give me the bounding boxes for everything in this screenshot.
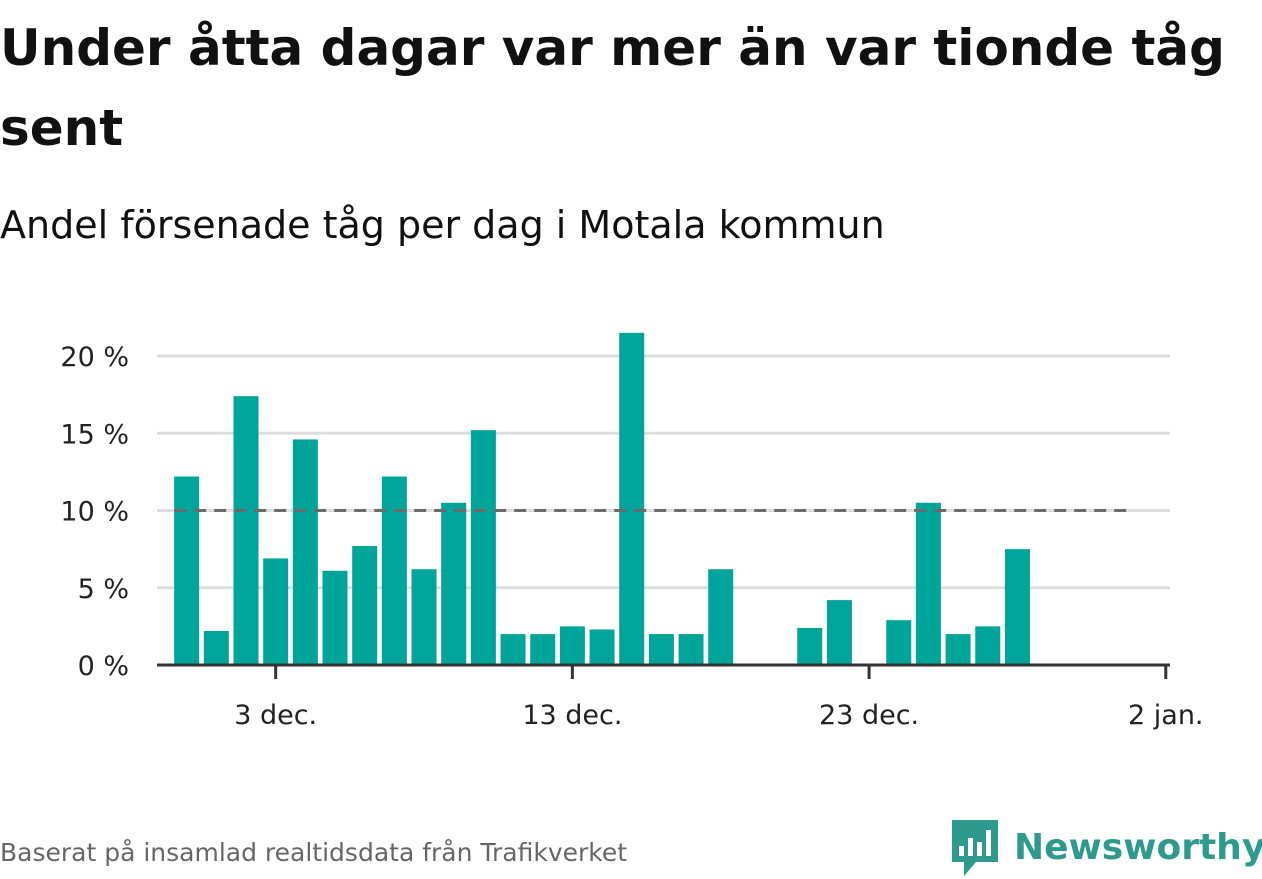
bar-2023-12-12 [530,634,556,665]
bar-2023-12-03 [263,558,289,665]
chart-title: Under åtta dagar var mer än var tionde t… [0,19,1225,157]
y-tick-label: 15 % [60,419,129,450]
newsworthy-logo-icon [952,820,998,876]
bar-2023-12-22 [826,600,852,665]
brand-name: Newsworthy [1014,827,1262,868]
bars [174,332,1030,665]
bar-2023-12-27 [975,626,1001,665]
chart-subtitle: Andel försenade tåg per dag i Motala kom… [0,203,885,247]
bar-2023-12-08 [411,569,437,665]
bar-2023-12-02 [233,396,259,665]
bar-2023-12-21 [797,627,823,665]
x-tick-label: 2 jan. [1128,700,1204,731]
bar-2023-12-17 [678,634,704,665]
bar-2023-12-01 [203,631,229,665]
x-tick-label: 13 dec. [522,700,622,731]
bar-2023-12-25 [915,502,941,665]
source-note: Baserat på insamlad realtidsdata från Tr… [0,838,628,867]
x-tick-label: 23 dec. [819,700,919,731]
bar-2023-12-06 [352,546,378,665]
bar-2023-12-11 [500,634,526,665]
bar-2023-12-07 [381,476,407,665]
bar-2023-11-30 [174,476,200,665]
y-tick-label: 0 % [78,651,129,682]
bar-2023-12-18 [708,569,734,665]
y-tick-label: 10 % [60,497,129,528]
bar-2023-12-04 [292,439,318,665]
bar-2023-12-26 [945,634,971,665]
bar-2023-12-24 [886,620,912,665]
x-tick-label: 3 dec. [234,700,317,731]
brand-logo: Newsworthy [950,818,1262,878]
bar-2023-12-05 [322,570,348,665]
bar-2023-12-09 [441,502,467,665]
bar-2023-12-16 [648,634,674,665]
bar-2023-12-14 [589,629,615,665]
bar-2023-12-10 [470,430,496,665]
y-tick-label: 5 % [78,574,129,605]
y-axis-ticks: 0 % 5 % 10 % 15 % 20 % [60,342,129,682]
bar-2023-12-28 [1004,549,1030,665]
bar-2023-12-15 [619,332,645,665]
y-tick-label: 20 % [60,342,129,373]
bar-2023-12-13 [559,626,585,665]
x-axis-ticks: 3 dec. 13 dec. 23 dec. 2 jan. [234,665,1204,731]
bar-chart: 0 % 5 % 10 % 15 % 20 % 3 dec. 13 dec. 23 dec. 2… [60,332,1204,731]
